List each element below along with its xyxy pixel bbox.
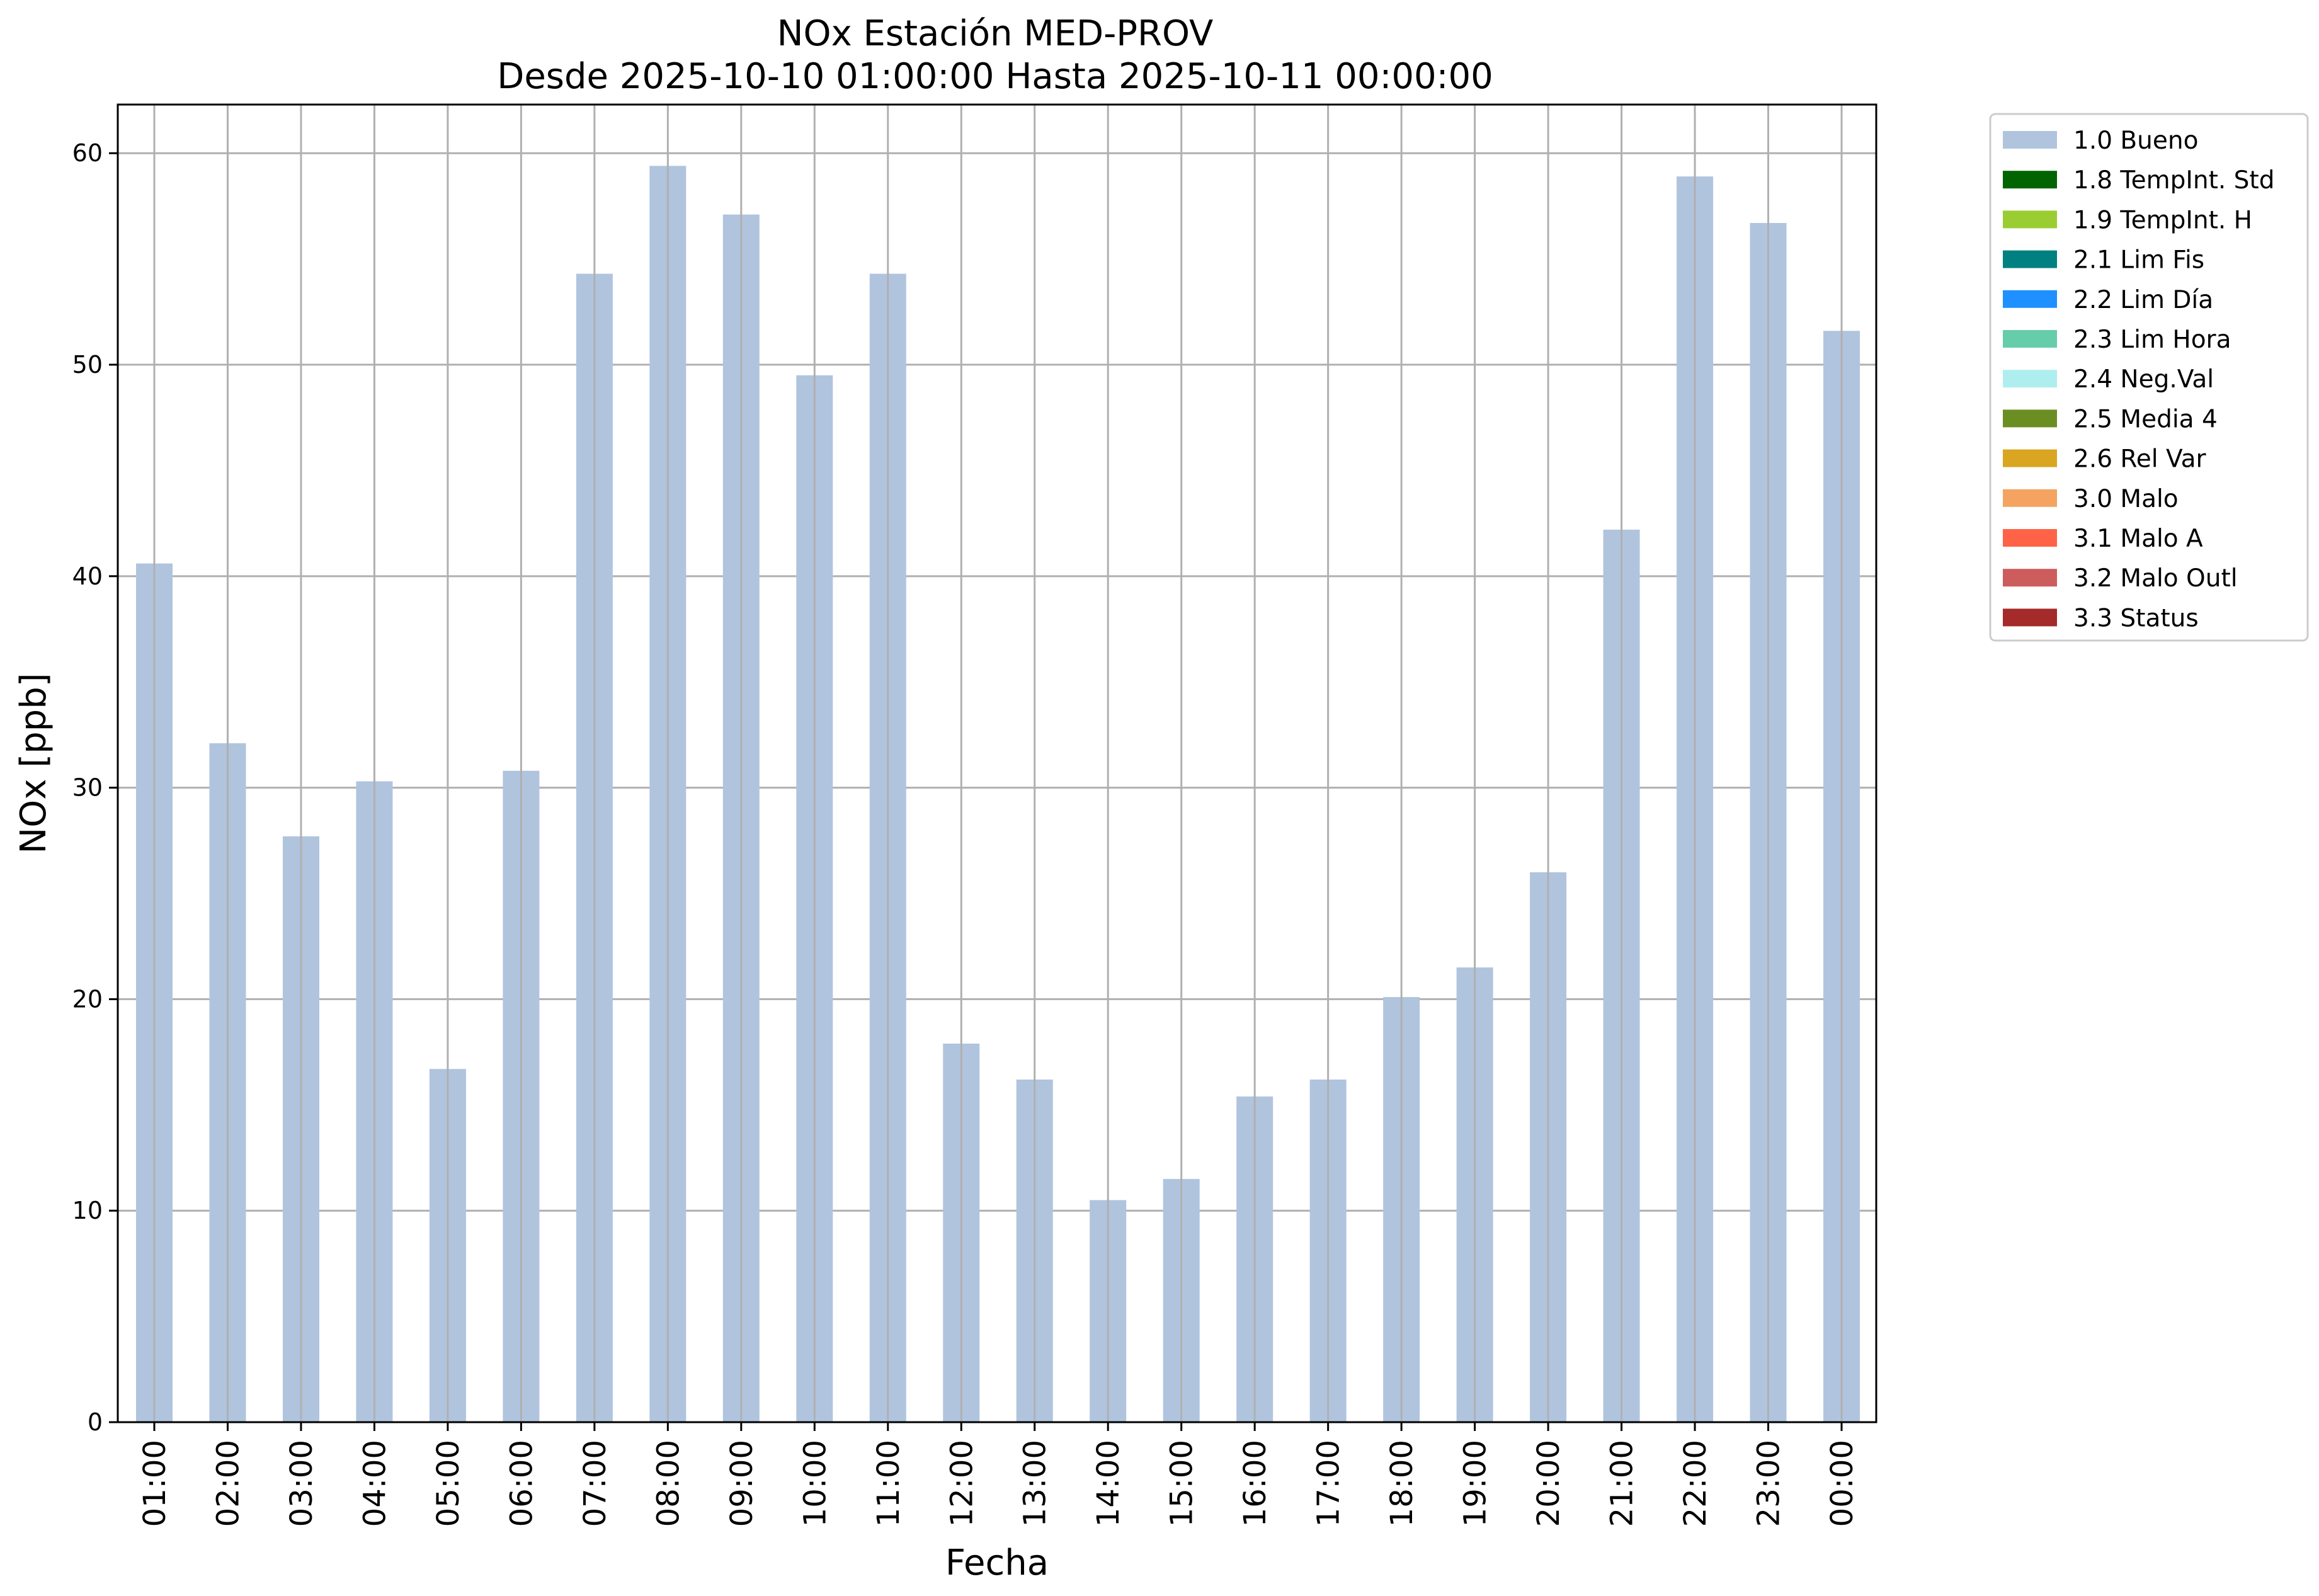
x-tick-label: 07:00 xyxy=(578,1440,613,1527)
x-tick-label: 01:00 xyxy=(137,1440,173,1527)
legend-label: 3.1 Malo A xyxy=(2073,525,2203,553)
y-tick-label: 10 xyxy=(72,1197,103,1224)
y-tick-label: 20 xyxy=(72,985,103,1013)
x-tick-label: 19:00 xyxy=(1458,1440,1493,1527)
x-tick-label: 03:00 xyxy=(284,1440,319,1527)
x-tick-label: 06:00 xyxy=(504,1440,539,1527)
x-tick-label: 10:00 xyxy=(797,1440,833,1527)
x-tick-label: 02:00 xyxy=(210,1440,246,1527)
legend-swatch xyxy=(2003,529,2057,547)
legend-label: 1.9 TempInt. H xyxy=(2073,206,2252,234)
x-tick-label: 04:00 xyxy=(357,1440,392,1527)
legend-swatch xyxy=(2003,409,2057,428)
legend-label: 3.2 Malo Outl xyxy=(2073,564,2238,593)
legend-label: 3.3 Status xyxy=(2073,604,2199,632)
x-tick-label: 09:00 xyxy=(724,1440,760,1527)
legend-swatch xyxy=(2003,330,2057,348)
legend-label: 1.8 TempInt. Std xyxy=(2073,166,2274,195)
plot-frame xyxy=(117,103,1877,1423)
x-tick-label: 20:00 xyxy=(1531,1440,1566,1527)
x-tick-label: 05:00 xyxy=(431,1440,466,1527)
x-tick-label: 12:00 xyxy=(944,1440,979,1527)
legend-swatch xyxy=(2003,210,2057,229)
vertical-grid-lines xyxy=(153,105,1843,1422)
legend-label: 2.5 Media 4 xyxy=(2073,405,2218,433)
legend-swatch xyxy=(2003,250,2057,268)
x-tick-label: 16:00 xyxy=(1238,1440,1273,1527)
y-tick-label: 0 xyxy=(88,1408,103,1436)
y-axis-label: NOx [ppb] xyxy=(13,673,54,853)
chart-subtitle: Desde 2025-10-10 01:00:00 Hasta 2025-10-… xyxy=(497,56,1493,97)
x-tick-label: 15:00 xyxy=(1165,1440,1200,1527)
legend-swatch xyxy=(2003,370,2057,388)
legend-swatch xyxy=(2003,131,2057,149)
x-tick-label: 14:00 xyxy=(1091,1440,1126,1527)
legend: 1.0 Bueno 1.8 TempInt. Std 1.9 TempInt. H 2… xyxy=(1989,113,2309,642)
y-axis-ticks: 0 10 20 30 40 50 60 xyxy=(72,139,118,1436)
legend-label: 1.0 Bueno xyxy=(2073,127,2198,155)
y-tick-label: 60 xyxy=(72,139,103,167)
x-axis-label: Fecha xyxy=(945,1542,1049,1583)
legend-swatch xyxy=(2003,171,2057,189)
x-tick-label: 21:00 xyxy=(1605,1440,1640,1527)
x-tick-label: 17:00 xyxy=(1311,1440,1347,1527)
x-tick-label: 00:00 xyxy=(1825,1440,1860,1527)
x-tick-label: 18:00 xyxy=(1384,1440,1420,1527)
y-tick-label: 40 xyxy=(72,562,103,590)
legend-box xyxy=(1989,113,2309,642)
x-axis-ticks: 01:00 02:00 03:00 04:00 05:00 06:00 07:00 08:00… xyxy=(137,1422,1860,1527)
legend-swatch xyxy=(2003,489,2057,507)
bars xyxy=(136,166,1860,1423)
chart-title: NOx Estación MED-PROV xyxy=(777,13,1214,54)
legend-label: 2.2 Lim Día xyxy=(2073,286,2213,314)
legend-swatch xyxy=(2003,290,2057,308)
y-tick-label: 50 xyxy=(72,351,103,379)
x-tick-label: 13:00 xyxy=(1018,1440,1053,1527)
legend-label: 2.6 Rel Var xyxy=(2073,445,2207,474)
legend-swatch xyxy=(2003,569,2057,587)
legend-swatch xyxy=(2003,449,2057,467)
x-tick-label: 22:00 xyxy=(1678,1440,1713,1527)
legend-label: 2.1 Lim Fis xyxy=(2073,246,2204,275)
legend-label: 2.3 Lim Hora xyxy=(2073,326,2231,354)
grid-lines xyxy=(118,152,1876,1423)
x-tick-label: 08:00 xyxy=(651,1440,686,1527)
legend-label: 2.4 Neg.Val xyxy=(2073,365,2214,394)
legend-swatch xyxy=(2003,608,2057,627)
legend-label: 3.0 Malo xyxy=(2073,485,2179,513)
x-tick-label: 23:00 xyxy=(1752,1440,1787,1527)
x-tick-label: 11:00 xyxy=(871,1440,906,1527)
y-tick-label: 30 xyxy=(72,774,103,802)
